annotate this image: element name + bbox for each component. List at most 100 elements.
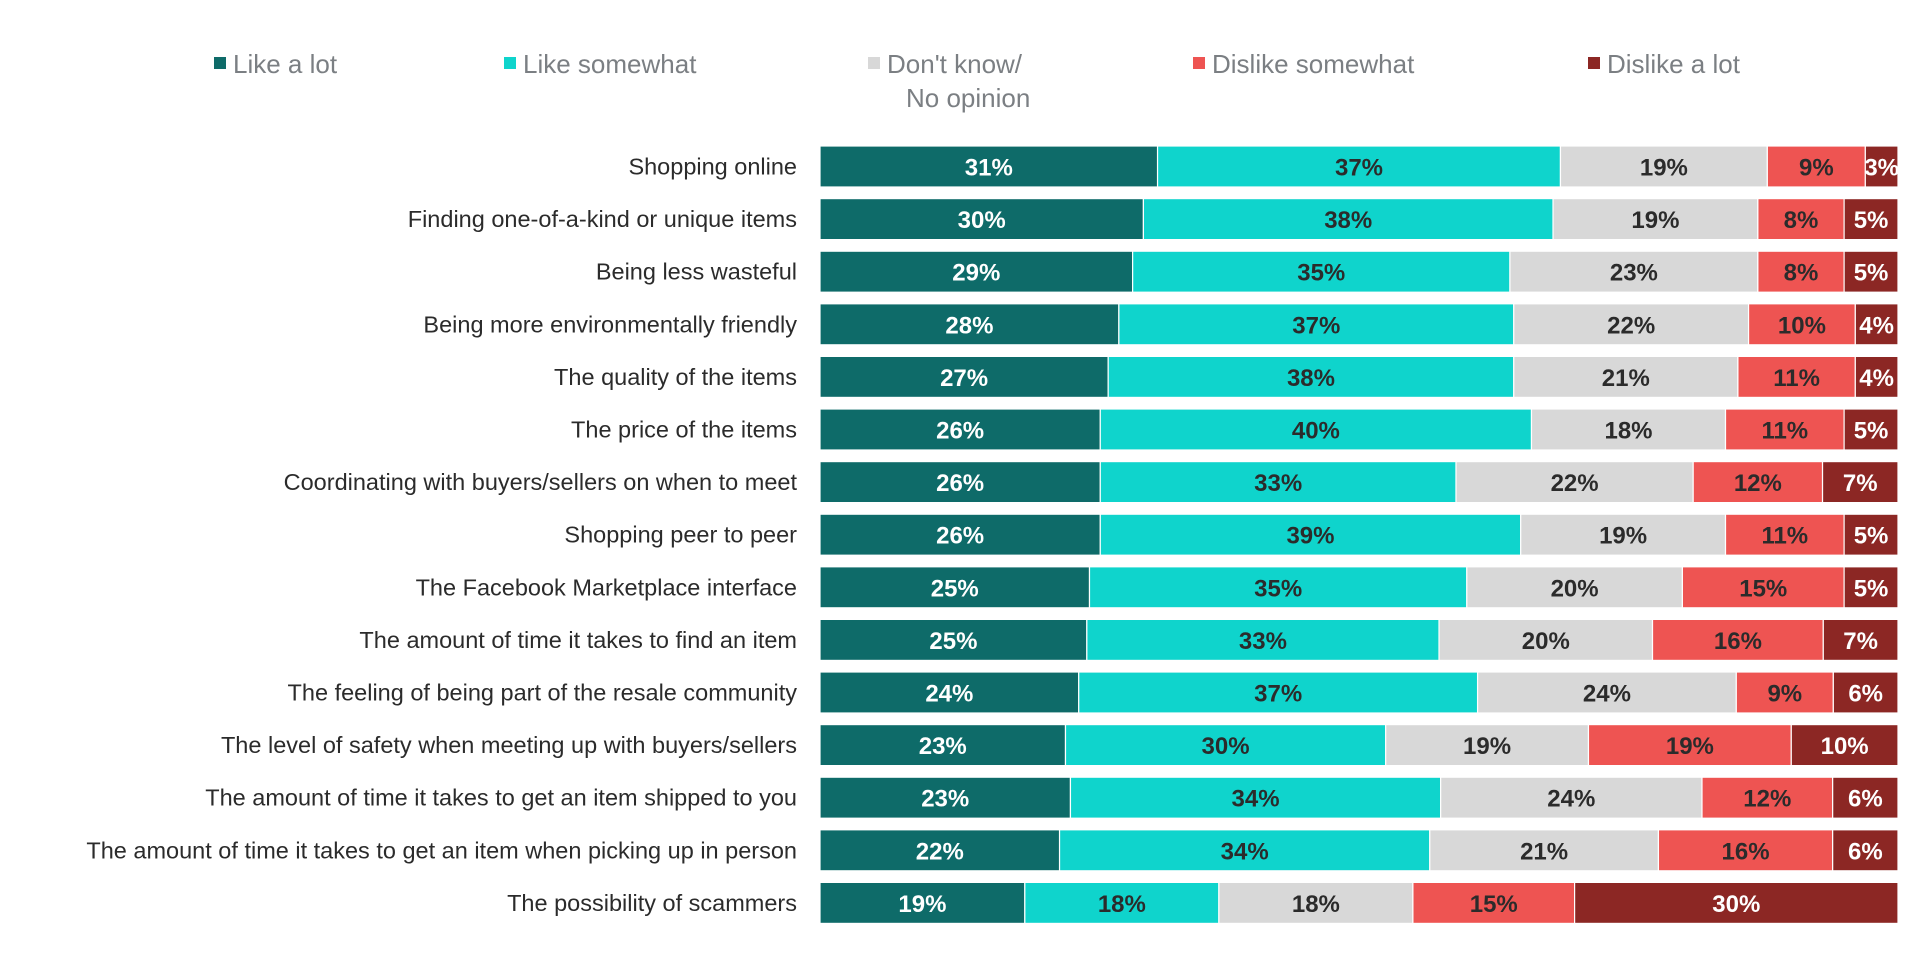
- category-label: Shopping online: [628, 154, 797, 180]
- bar-row: 31% 37% 19% 9% 3%: [819, 145, 1899, 188]
- data-label: 24%: [1583, 681, 1631, 708]
- bar-segment: [1573, 881, 1899, 925]
- bar-row: 29% 35% 23% 8% 5%: [819, 250, 1899, 293]
- bar-segment: [1476, 671, 1737, 714]
- data-label: 28%: [945, 312, 993, 339]
- bar-segment: [1724, 513, 1845, 556]
- data-label: 26%: [936, 470, 984, 497]
- category-label: The Facebook Marketplace interface: [416, 574, 797, 600]
- bar-segment: [1822, 618, 1899, 662]
- bar-segment: [1843, 566, 1899, 609]
- data-label: 35%: [1254, 575, 1302, 602]
- bar-segment: [1747, 303, 1856, 346]
- data-label: 18%: [1604, 418, 1652, 445]
- bar-segment: [1559, 145, 1768, 188]
- data-label: 24%: [925, 681, 973, 708]
- data-label: 23%: [921, 786, 969, 813]
- bar-segment: [1132, 250, 1511, 293]
- data-label: 29%: [952, 260, 1000, 287]
- bar-segment: [819, 145, 1159, 188]
- bar-segment: [1692, 461, 1824, 504]
- data-label: 40%: [1292, 418, 1340, 445]
- category-label: Finding one-of-a-kind or unique items: [408, 206, 797, 232]
- bar-row: 25% 35% 20% 15% 5%: [819, 566, 1899, 609]
- bar-segment: [1099, 513, 1522, 556]
- bar-segment: [1142, 198, 1554, 241]
- bar-segment: [1843, 198, 1899, 241]
- data-label: 37%: [1292, 312, 1340, 339]
- bar-segment: [1058, 829, 1431, 872]
- data-label: 19%: [1631, 207, 1679, 234]
- bar-segment: [819, 303, 1120, 346]
- bar-segment: [1843, 250, 1899, 293]
- data-label: 26%: [936, 523, 984, 550]
- data-label: 30%: [1202, 733, 1250, 760]
- bar-row: 26% 40% 18% 11% 5%: [819, 408, 1899, 451]
- data-label: 20%: [1551, 575, 1599, 602]
- data-label: 34%: [1232, 786, 1280, 813]
- bar-segment: [1657, 829, 1834, 872]
- legend-label: Like a lot: [233, 49, 338, 79]
- data-label: 9%: [1767, 681, 1802, 708]
- bar-segment: [1509, 250, 1759, 293]
- legend-item-5: Dislike a lot: [1588, 49, 1741, 79]
- data-label: 39%: [1286, 523, 1334, 550]
- bar-segment: [819, 829, 1061, 872]
- data-label: 11%: [1773, 365, 1820, 392]
- bar-segment: [1735, 671, 1834, 714]
- bar-segment: [1218, 881, 1414, 925]
- data-label: 22%: [916, 838, 964, 865]
- bar-segment: [1757, 250, 1845, 293]
- bar-segment: [1587, 723, 1792, 767]
- data-label: 8%: [1784, 260, 1819, 287]
- bar-segment: [1069, 776, 1442, 819]
- data-label: 20%: [1522, 628, 1570, 655]
- data-label: 5%: [1854, 260, 1889, 287]
- bar-segment: [1118, 303, 1515, 346]
- bar-segment: [1854, 355, 1899, 398]
- data-label: 4%: [1859, 365, 1894, 392]
- bar-segment: [1864, 145, 1899, 188]
- category-label: The possibility of scammers: [507, 890, 797, 916]
- bar-segment: [1064, 723, 1387, 767]
- bar-segment: [1832, 776, 1899, 819]
- bar-row: 30% 38% 19% 8% 5%: [819, 198, 1899, 241]
- data-label: 25%: [931, 575, 979, 602]
- data-label: 19%: [1463, 733, 1511, 760]
- data-label: 38%: [1324, 207, 1372, 234]
- bar-segment: [819, 566, 1091, 609]
- bar-segment: [1086, 618, 1440, 662]
- bar-segment: [1107, 355, 1515, 398]
- data-label: 3%: [1864, 155, 1899, 182]
- data-label: 18%: [1098, 891, 1146, 918]
- category-label: The quality of the items: [554, 364, 797, 390]
- category-label: The amount of time it takes to get an it…: [86, 837, 797, 863]
- data-label: 38%: [1287, 365, 1335, 392]
- data-label: 15%: [1470, 891, 1518, 918]
- bar-row: 23% 34% 24% 12% 6%: [819, 776, 1899, 819]
- data-label: 5%: [1854, 575, 1889, 602]
- data-label: 5%: [1854, 207, 1889, 234]
- legend-item-2: Like somewhat: [504, 49, 697, 79]
- bar-segment: [1552, 198, 1759, 241]
- data-label: 21%: [1602, 365, 1650, 392]
- category-label: Being more environmentally friendly: [423, 311, 797, 337]
- legend-label: No opinion: [906, 83, 1030, 113]
- legend-item-3: Don't know/No opinion: [868, 49, 1030, 113]
- bar-row: 24% 37% 24% 9% 6%: [819, 671, 1899, 714]
- category-labels: Shopping online Finding one-of-a-kind or …: [86, 154, 797, 916]
- category-label: The level of safety when meeting up with…: [221, 732, 797, 758]
- category-label: The amount of time it takes to find an i…: [359, 627, 797, 653]
- bar-segment: [819, 723, 1067, 767]
- bar-segment: [819, 355, 1109, 398]
- legend-item-4: Dislike somewhat: [1193, 49, 1415, 79]
- data-label: 24%: [1547, 786, 1595, 813]
- data-label: 11%: [1761, 523, 1808, 550]
- data-label: 26%: [936, 418, 984, 445]
- bar-row: 28% 37% 22% 10% 4%: [819, 303, 1899, 346]
- data-label: 22%: [1607, 312, 1655, 339]
- bar-segment: [1854, 303, 1899, 346]
- category-label: The price of the items: [571, 417, 797, 443]
- bar-segment: [819, 461, 1101, 504]
- data-label: 35%: [1297, 260, 1345, 287]
